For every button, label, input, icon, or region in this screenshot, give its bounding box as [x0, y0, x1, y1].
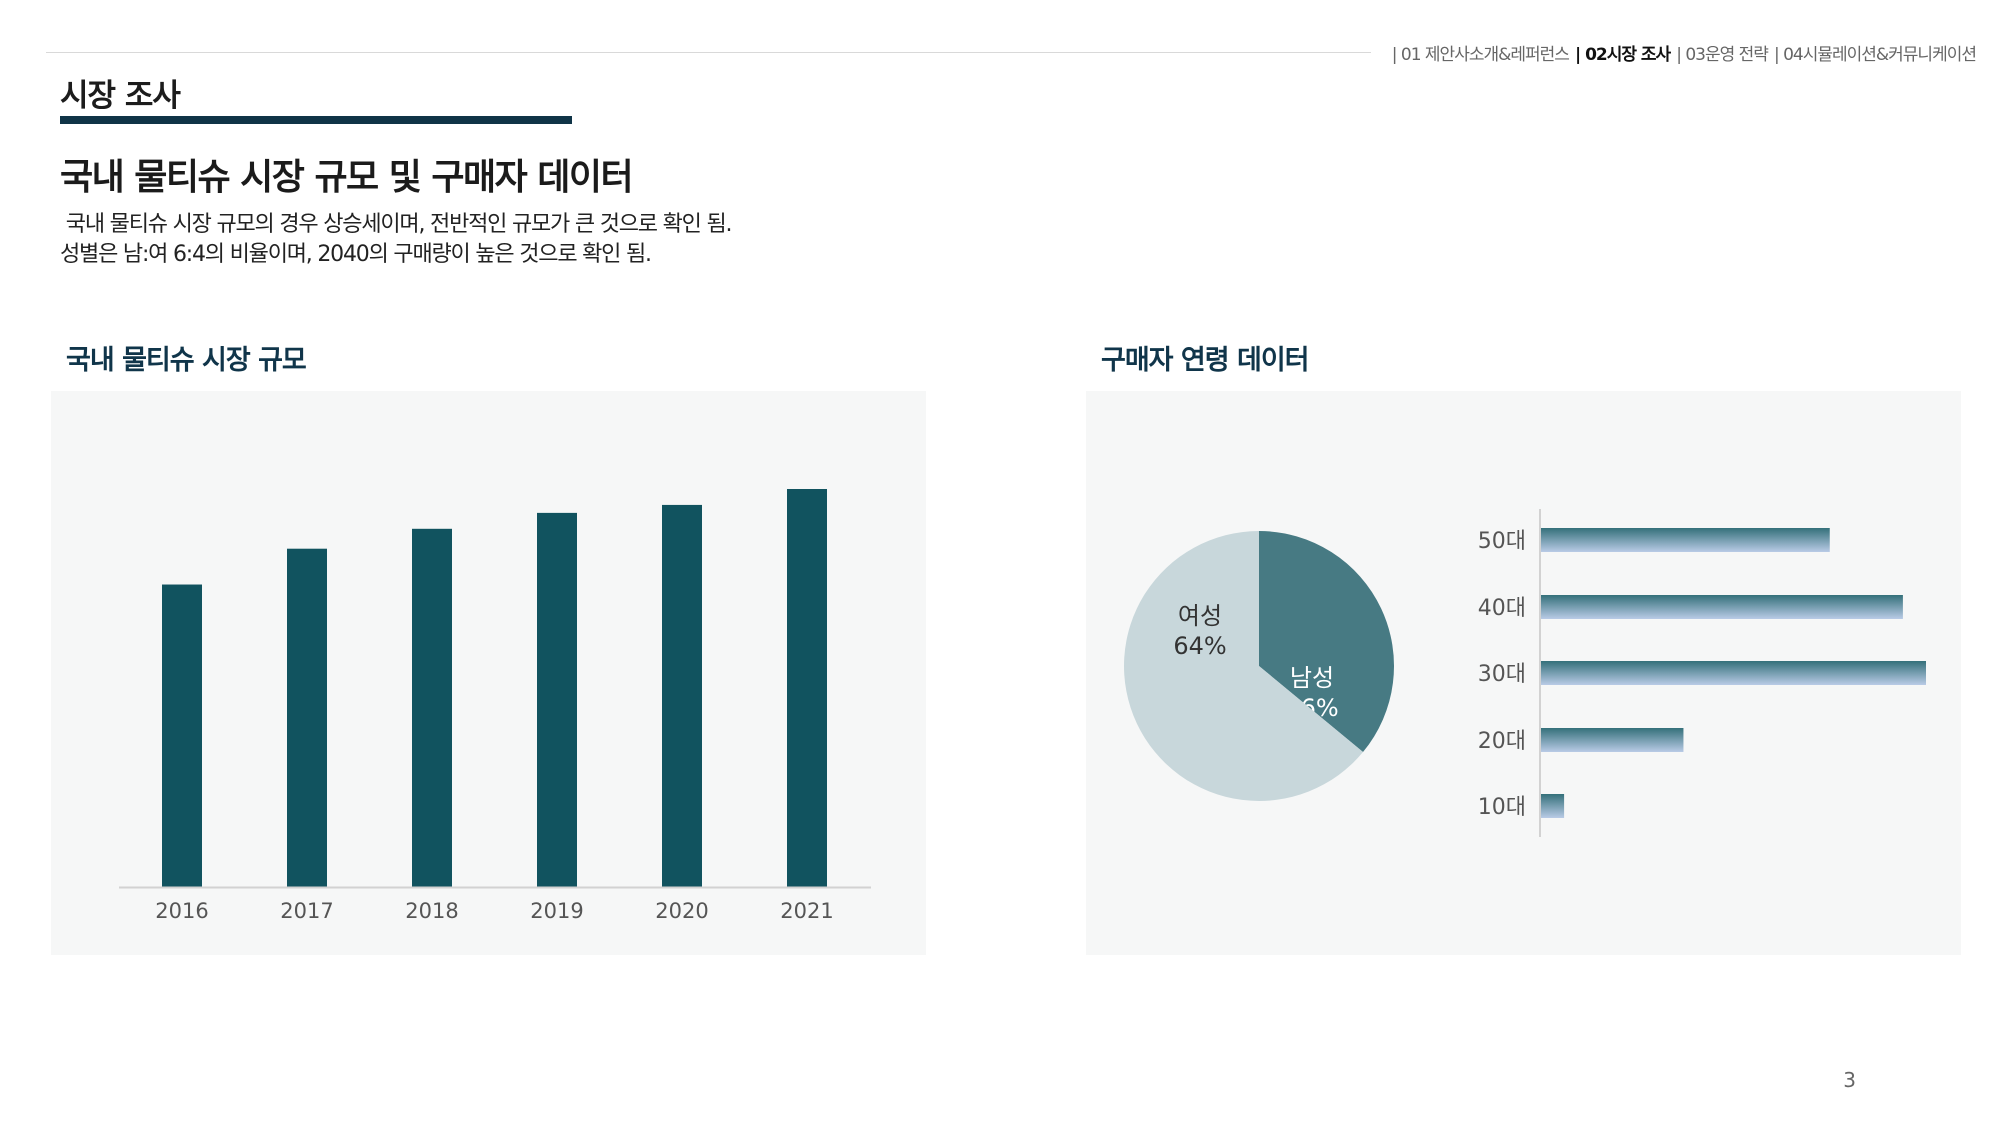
title-underline [60, 116, 572, 124]
description-line-1: 국내 물티슈 시장 규모의 경우 상승세이며, 전반적인 규모가 큰 것으로 확… [60, 212, 733, 237]
hbar-20대 [1541, 728, 1684, 752]
x-tick-label-2018: 2018 [405, 899, 458, 923]
page-title: 국내 물티슈 시장 규모 및 구매자 데이터 [60, 157, 634, 198]
section-title: 시장 조사 [60, 78, 181, 114]
pie-label-value-female: 64% [1173, 632, 1226, 660]
nav-item-market-research[interactable]: | 02시장 조사 [1574, 45, 1671, 65]
buyer-age-chart-title: 구매자 연령 데이터 [1101, 345, 1310, 376]
nav-item-company[interactable]: | 01 제안사소개&레퍼런스 [1391, 45, 1570, 65]
x-tick-label-2019: 2019 [530, 899, 583, 923]
pie-label-name-female: 여성 [1178, 602, 1222, 630]
market-size-chart-title: 국내 물티슈 시장 규모 [66, 345, 307, 376]
x-tick-label-2020: 2020 [655, 899, 708, 923]
buyer-data-chart-panel: 남성 36% 여성 64% 50대 40대 30대 20대 10대 [1086, 391, 1961, 955]
header-divider [46, 52, 1371, 53]
nav-item-strategy[interactable]: | 03운영 전략 [1676, 45, 1769, 65]
market-size-bar-chart: 2016 2017 2018 2019 2020 2021 [119, 489, 871, 923]
pie-slice-male [1259, 531, 1394, 753]
bar-2021 [787, 489, 827, 887]
hbar-50대 [1541, 528, 1830, 552]
y-tick-label-50대: 50대 [1478, 529, 1526, 554]
y-tick-label-10대: 10대 [1478, 795, 1526, 820]
y-tick-label-30대: 30대 [1478, 662, 1526, 687]
bar-2017 [287, 548, 327, 887]
page-number: 3 [1843, 1068, 1856, 1092]
bar-2020 [662, 504, 702, 887]
bar-2016 [162, 584, 202, 887]
y-tick-label-20대: 20대 [1478, 729, 1526, 754]
hbar-40대 [1541, 595, 1903, 619]
pie-label-name-male: 남성 [1290, 664, 1334, 692]
y-tick-label-40대: 40대 [1478, 596, 1526, 621]
bar-2018 [412, 528, 452, 887]
description-line-2: 성별은 남:여 6:4의 비율이며, 2040의 구매량이 높은 것으로 확인 … [60, 242, 652, 267]
nav-item-simulation[interactable]: | 04시뮬레이션&커뮤니케이션 [1773, 45, 1977, 65]
pie-slice-female [1124, 531, 1364, 801]
top-nav: | 01 제안사소개&레퍼런스 | 02시장 조사 | 03운영 전략 | 04시뮬레… [1386, 40, 1977, 65]
market-size-chart-panel: 2016 2017 2018 2019 2020 2021 [51, 391, 926, 955]
x-tick-label-2021: 2021 [780, 899, 833, 923]
description: 국내 물티슈 시장 규모의 경우 상승세이며, 전반적인 규모가 큰 것으로 확… [60, 210, 733, 270]
x-tick-label-2016: 2016 [155, 899, 208, 923]
x-tick-label-2017: 2017 [280, 899, 333, 923]
hbar-30대 [1541, 661, 1926, 685]
hbar-10대 [1541, 794, 1565, 818]
bar-2019 [537, 512, 577, 887]
